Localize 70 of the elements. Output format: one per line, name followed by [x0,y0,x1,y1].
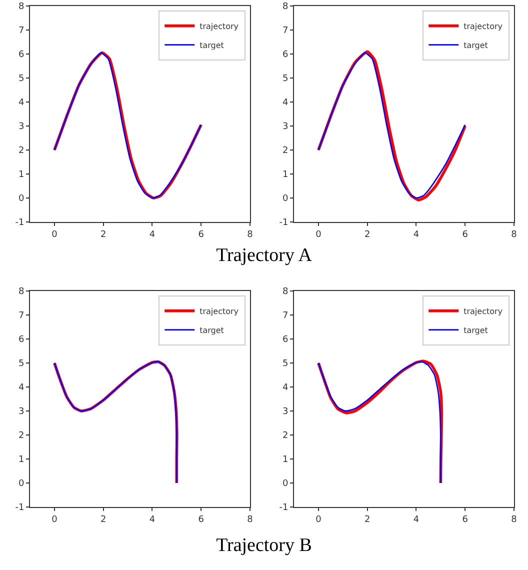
y-tick-label: 1 [18,455,24,466]
legend-label: target [200,326,224,335]
x-tick-label: 6 [462,230,468,240]
y-tick-label: 4 [282,98,288,108]
y-tick-label: 5 [282,74,288,84]
x-tick-label: 0 [52,230,58,240]
y-tick-label: 4 [282,383,288,394]
x-tick-label: 2 [100,230,106,240]
y-tick-label: 5 [18,74,24,84]
y-tick-label: 3 [18,122,24,132]
y-tick-label: 8 [282,2,288,12]
text: Trajectory B [215,535,313,557]
y-tick-label: 3 [18,407,24,418]
y-tick-label: 6 [18,50,24,60]
y-tick-label: 2 [282,146,288,156]
y-tick-label: 2 [18,146,24,156]
x-tick-label: 8 [247,514,254,525]
x-tick-label: 4 [149,230,156,240]
x-tick-label: 6 [198,230,204,240]
x-tick-label: 0 [316,514,322,525]
y-tick-label: 1 [282,455,288,466]
x-tick-label: 2 [100,514,106,525]
x-tick-label: 0 [316,230,322,240]
y-tick-label: 4 [18,383,24,394]
x-tick-label: 8 [511,230,518,240]
y-tick-label: -1 [15,218,24,228]
x-tick-label: 6 [198,514,204,525]
x-tick-label: 4 [413,514,420,525]
y-tick-label: 0 [282,194,288,204]
x-tick-label: 8 [511,514,518,525]
y-tick-label: 0 [282,479,288,490]
legend-label: target [464,326,488,335]
y-tick-label: 6 [282,50,288,60]
legend-label: trajectory [464,306,503,316]
x-tick-label: 8 [247,230,254,240]
y-tick-label: 2 [282,431,288,442]
y-tick-label: -1 [279,218,288,228]
y-tick-label: 8 [282,287,288,298]
legend-label: target [464,40,488,50]
y-tick-label: 4 [18,98,24,108]
x-tick-label: 4 [149,514,156,525]
x-tick-label: 2 [364,514,370,525]
x-tick-label: 6 [462,514,468,525]
y-tick-label: 0 [18,194,24,204]
y-tick-label: -1 [279,503,288,514]
y-tick-label: 8 [18,287,24,298]
legend-label: trajectory [464,22,503,31]
y-tick-label: 6 [18,335,24,346]
y-tick-label: 1 [18,170,24,180]
y-tick-label: 3 [282,407,288,418]
y-tick-label: 2 [18,431,24,442]
x-tick-label: 2 [364,230,370,240]
y-tick-label: 8 [18,2,24,12]
y-tick-label: 7 [282,311,288,322]
y-tick-label: 5 [282,359,288,370]
y-tick-label: 7 [282,26,288,36]
legend-label: target [200,40,224,50]
y-tick-label: 5 [18,359,24,370]
y-tick-label: 7 [18,311,24,322]
y-tick-label: -1 [15,503,24,514]
legend-label: trajectory [200,22,239,31]
y-tick-label: 7 [18,26,24,36]
y-tick-label: 6 [282,335,288,346]
x-tick-label: 4 [413,230,420,240]
y-tick-label: 3 [282,122,288,132]
legend-label: trajectory [200,306,239,316]
y-tick-label: 1 [282,170,288,180]
x-tick-label: 0 [52,514,58,525]
y-tick-label: 0 [18,479,24,490]
text: Trajectory A [215,245,313,267]
